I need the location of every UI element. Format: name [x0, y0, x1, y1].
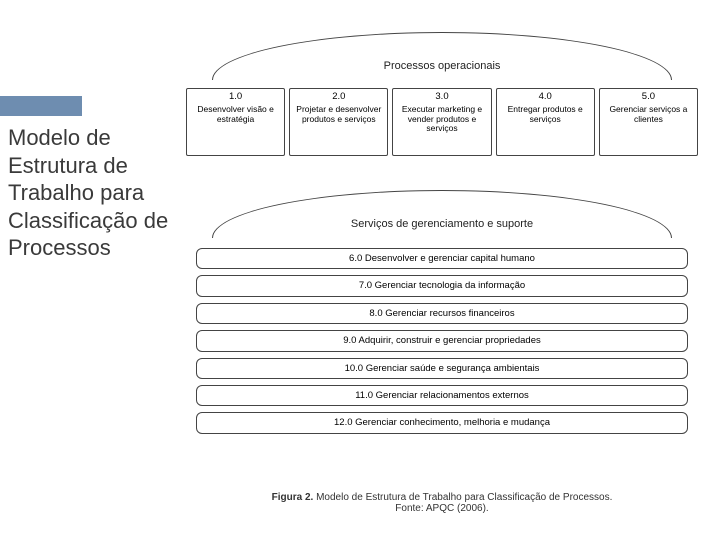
- accent-bar: [0, 96, 82, 116]
- arc-support: [212, 190, 672, 238]
- bar-6: 6.0 Desenvolver e gerenciar capital huma…: [196, 248, 688, 269]
- bar-10: 10.0 Gerenciar saúde e segurança ambient…: [196, 358, 688, 379]
- op-text: Projetar e desenvolver produtos e serviç…: [292, 105, 385, 125]
- op-num: 2.0: [292, 92, 385, 103]
- bar-12: 12.0 Gerenciar conhecimento, melhoria e …: [196, 412, 688, 433]
- caption-label: Figura 2.: [272, 492, 314, 503]
- op-num: 1.0: [189, 92, 282, 103]
- op-num: 4.0: [499, 92, 592, 103]
- op-box-4: 4.0 Entregar produtos e serviços: [496, 88, 595, 156]
- caption-text: Modelo de Estrutura de Trabalho para Cla…: [316, 492, 612, 503]
- op-box-5: 5.0 Gerenciar serviços a clientes: [599, 88, 698, 156]
- op-box-2: 2.0 Projetar e desenvolver produtos e se…: [289, 88, 388, 156]
- process-diagram: Processos operacionais 1.0 Desenvolver v…: [182, 32, 702, 520]
- arc-operational: [212, 32, 672, 80]
- bar-11: 11.0 Gerenciar relacionamentos externos: [196, 385, 688, 406]
- op-box-3: 3.0 Executar marketing e vender produtos…: [392, 88, 491, 156]
- figure-caption: Figura 2. Modelo de Estrutura de Trabalh…: [182, 492, 702, 514]
- op-box-1: 1.0 Desenvolver visão e estratégia: [186, 88, 285, 156]
- label-operational: Processos operacionais: [378, 60, 507, 72]
- bar-8: 8.0 Gerenciar recursos financeiros: [196, 303, 688, 324]
- op-num: 3.0: [395, 92, 488, 103]
- support-bars: 6.0 Desenvolver e gerenciar capital huma…: [196, 248, 688, 434]
- bar-9: 9.0 Adquirir, construir e gerenciar prop…: [196, 330, 688, 351]
- op-text: Desenvolver visão e estratégia: [189, 105, 282, 125]
- op-num: 5.0: [602, 92, 695, 103]
- caption-source: Fonte: APQC (2006).: [395, 503, 488, 514]
- op-text: Entregar produtos e serviços: [499, 105, 592, 125]
- label-support: Serviços de gerenciamento e suporte: [345, 218, 539, 230]
- op-text: Executar marketing e vender produtos e s…: [395, 105, 488, 134]
- page-title: Modelo de Estrutura de Trabalho para Cla…: [8, 124, 178, 262]
- bar-7: 7.0 Gerenciar tecnologia da informação: [196, 275, 688, 296]
- op-text: Gerenciar serviços a clientes: [602, 105, 695, 125]
- operational-row: 1.0 Desenvolver visão e estratégia 2.0 P…: [186, 88, 698, 156]
